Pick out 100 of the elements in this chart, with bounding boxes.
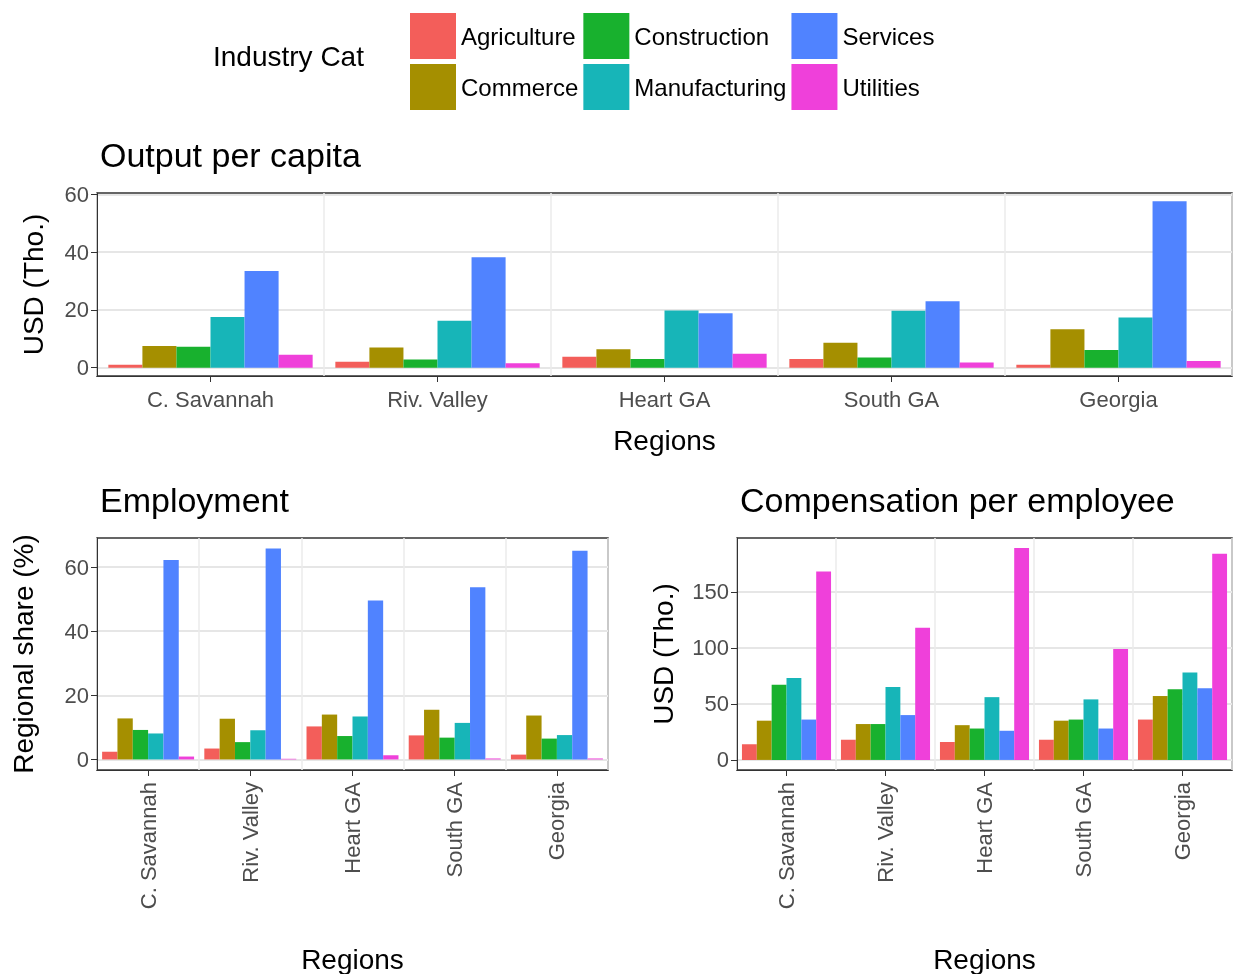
y-tick-label: 60 — [64, 181, 89, 207]
bar — [176, 346, 211, 368]
y-tick-label: 20 — [64, 682, 89, 708]
x-axis-title: Regions — [613, 424, 716, 456]
bar — [969, 728, 985, 760]
bar — [954, 725, 970, 760]
bar — [204, 748, 220, 760]
y-axis-title: USD (Tho.) — [647, 583, 679, 725]
bar — [1053, 720, 1069, 760]
bar — [470, 587, 486, 760]
bar — [664, 310, 699, 368]
bar — [1014, 548, 1030, 760]
y-tick-label: 40 — [64, 618, 89, 644]
x-tick-label: Heart GA — [340, 781, 365, 874]
bar — [885, 687, 901, 760]
bar — [1186, 360, 1221, 368]
bar — [698, 313, 733, 368]
bar — [321, 714, 338, 760]
x-axis-title: Regions — [933, 943, 1036, 974]
x-tick-label: South GA — [442, 781, 468, 878]
bar — [265, 548, 281, 760]
x-tick-label: C. Savannah — [146, 386, 275, 412]
legend-title: Industry Cat — [213, 40, 365, 72]
x-tick-label: Heart GA — [618, 386, 711, 412]
bar — [789, 358, 824, 368]
bar — [771, 684, 787, 760]
x-axis-title: Regions — [301, 943, 404, 974]
bar — [959, 362, 994, 368]
chart-title: Compensation per employee — [740, 481, 1175, 519]
bar — [1118, 317, 1153, 368]
bar — [1016, 364, 1051, 368]
x-tick-label: Riv. Valley — [873, 782, 898, 883]
bar — [556, 735, 573, 760]
bar — [352, 716, 368, 760]
y-tick-label: 0 — [76, 355, 89, 381]
bar — [891, 310, 926, 368]
x-tick-label: South GA — [1071, 781, 1096, 878]
bar — [250, 730, 266, 760]
y-tick-label: 100 — [692, 635, 729, 661]
legend-label: Services — [842, 22, 935, 50]
bar — [816, 571, 832, 760]
x-tick-label: Riv. Valley — [237, 782, 263, 883]
x-tick-label: C. Savannah — [135, 782, 161, 910]
bar — [915, 627, 931, 760]
y-tick-label: 40 — [64, 239, 89, 265]
bar — [857, 357, 892, 368]
bar — [244, 270, 279, 368]
bar — [454, 722, 471, 760]
bar — [505, 363, 540, 368]
bar — [142, 345, 177, 368]
bar — [219, 718, 235, 760]
x-tick-label: Riv. Valley — [387, 386, 488, 412]
y-tick-label: 0 — [716, 747, 729, 773]
bar — [439, 737, 455, 760]
bar — [335, 361, 370, 368]
bar — [471, 257, 506, 368]
bar — [562, 356, 597, 368]
bar — [1113, 648, 1129, 760]
bar — [306, 726, 322, 760]
legend-label: Commerce — [461, 73, 579, 101]
bar — [572, 550, 588, 760]
bar — [437, 320, 472, 368]
bar — [1098, 728, 1114, 760]
bar — [1182, 672, 1198, 760]
y-tick-label: 20 — [64, 297, 89, 323]
bar — [1197, 688, 1213, 760]
bar — [756, 720, 772, 760]
bar — [939, 741, 955, 760]
x-tick-label: South GA — [843, 386, 940, 412]
y-tick-label: 60 — [64, 554, 89, 580]
bar — [210, 317, 245, 368]
bar — [840, 739, 856, 760]
bar — [108, 364, 143, 368]
y-axis-title: USD (Tho.) — [17, 213, 49, 356]
bar — [1068, 719, 1084, 760]
bar — [424, 709, 440, 760]
legend-label: Agriculture — [461, 22, 576, 50]
bar — [526, 715, 542, 760]
chart-title: Output per capita — [100, 136, 361, 174]
bar — [369, 347, 404, 368]
bar — [278, 354, 313, 368]
bar — [999, 730, 1015, 760]
x-tick-label: Georgia — [1170, 781, 1195, 861]
y-tick-label: 0 — [76, 746, 89, 772]
y-tick-label: 50 — [704, 691, 729, 717]
x-tick-label: C. Savannah — [774, 782, 799, 910]
bar — [630, 358, 665, 368]
x-tick-label: Heart GA — [972, 781, 997, 874]
bar — [732, 353, 767, 368]
bar — [403, 359, 438, 368]
y-tick-label: 150 — [692, 579, 729, 605]
bar — [337, 736, 353, 760]
bar — [234, 742, 251, 760]
bar — [855, 724, 871, 760]
bar — [408, 735, 425, 760]
bar — [1137, 719, 1153, 760]
x-tick-label: Georgia — [544, 781, 570, 861]
bar — [541, 738, 557, 760]
bar — [148, 733, 164, 760]
legend-label: Construction — [634, 22, 770, 50]
